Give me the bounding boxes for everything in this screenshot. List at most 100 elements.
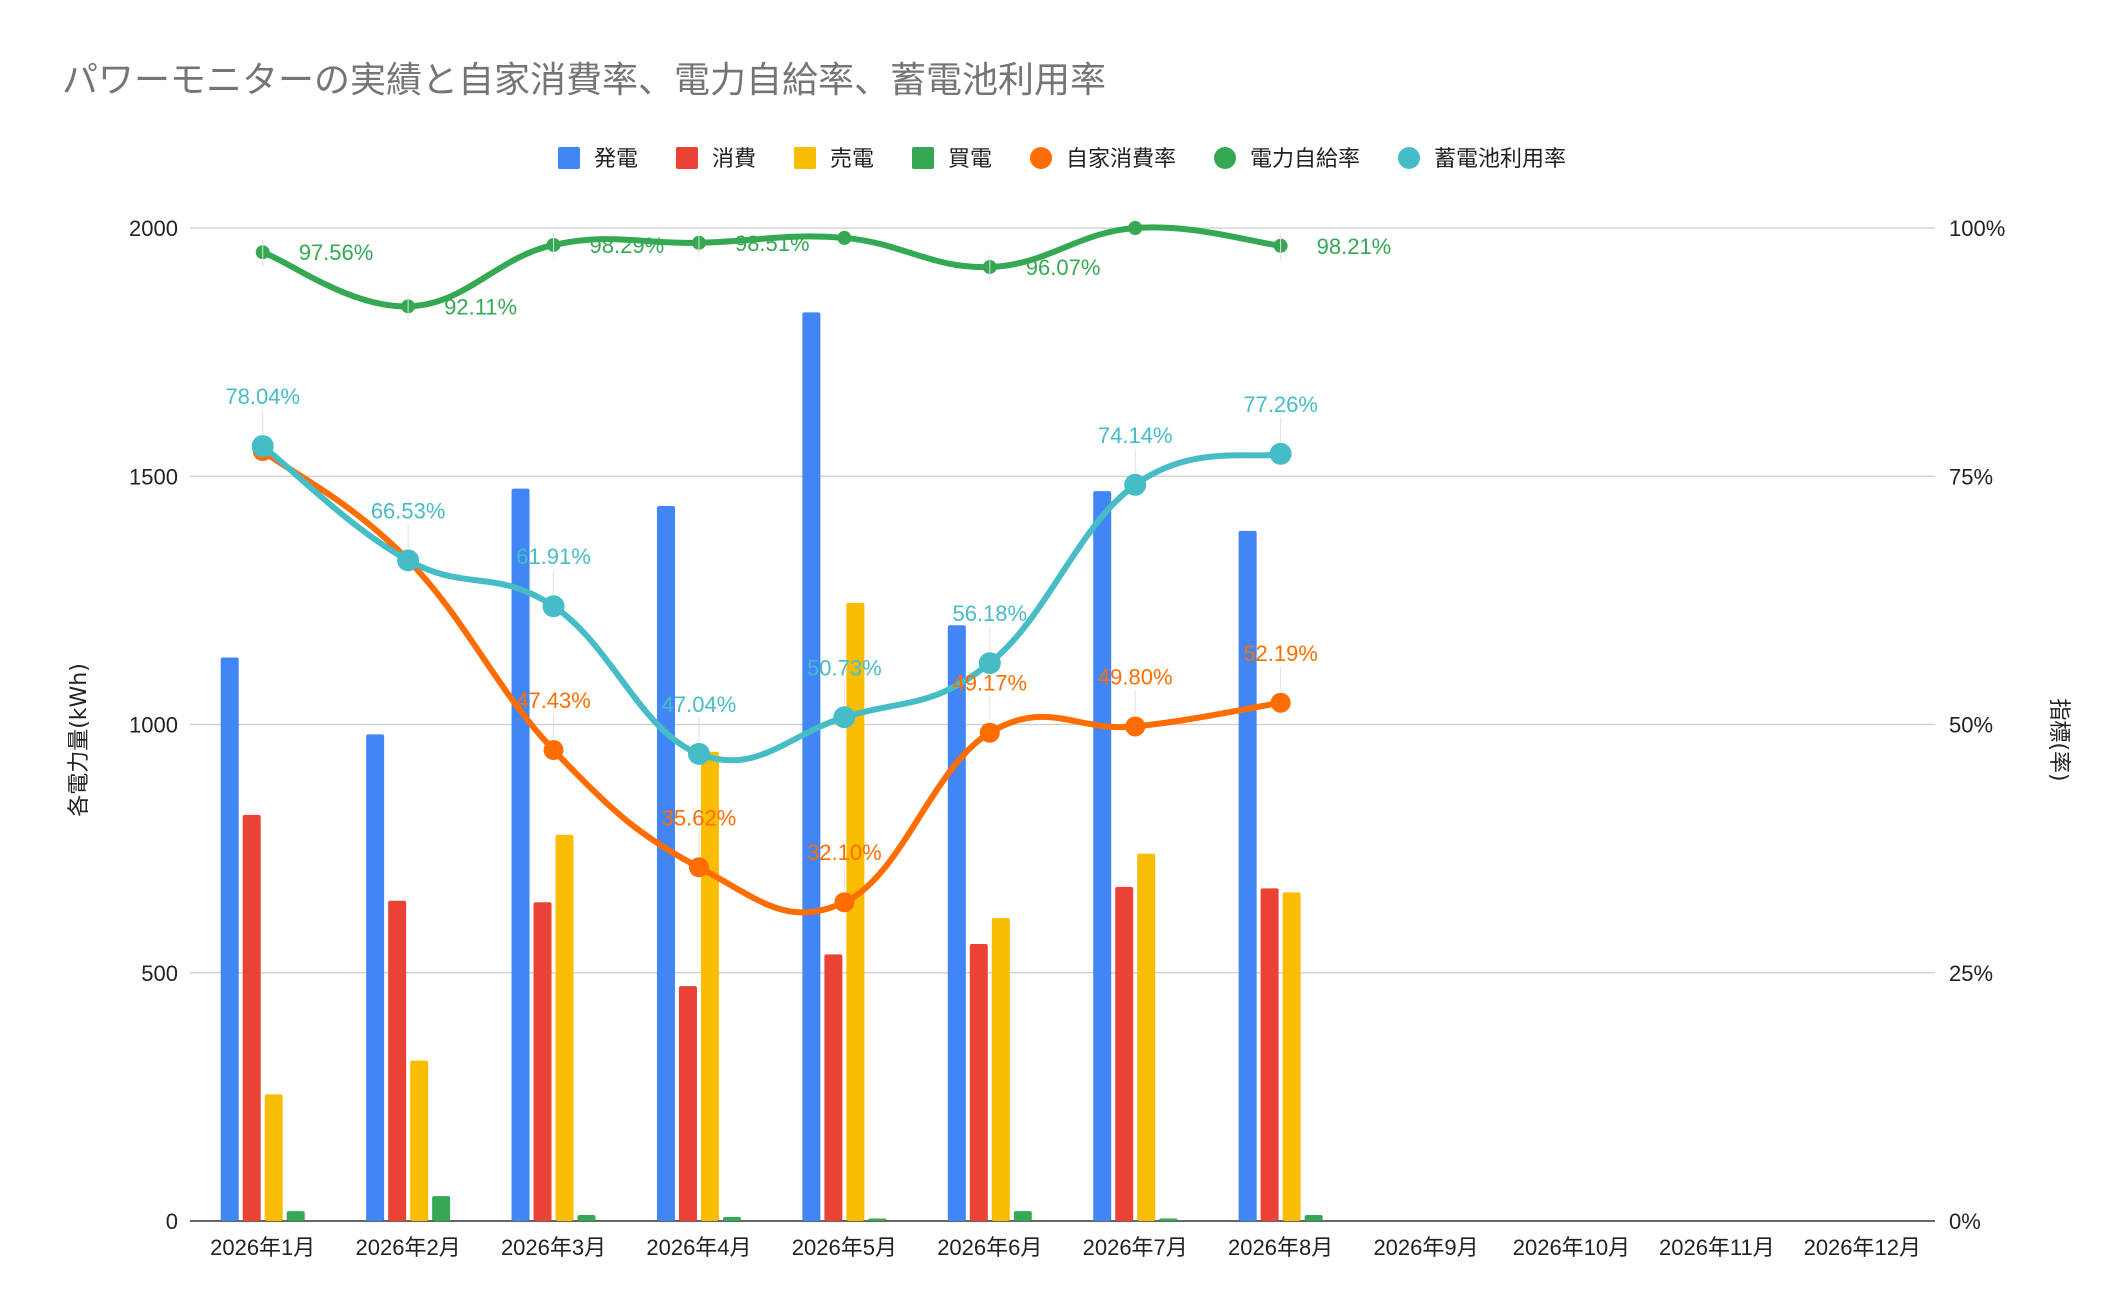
gridlines — [190, 227, 1935, 1222]
legend-label: 蓄電池利用率 — [1434, 147, 1566, 172]
bar — [802, 312, 821, 1221]
lines — [251, 221, 1292, 916]
data-label: 50.73% — [807, 655, 882, 680]
line-point — [687, 742, 710, 765]
y-tick-label: 2000 — [129, 216, 178, 241]
bar — [656, 506, 675, 1221]
bar — [969, 943, 988, 1221]
data-label: 77.26% — [1243, 392, 1318, 417]
y2-tick-label: 0% — [1949, 1209, 1981, 1234]
bar — [678, 986, 697, 1221]
line-point — [1270, 692, 1291, 713]
data-label: 47.04% — [662, 692, 737, 717]
legend-label: 発電 — [594, 147, 638, 172]
line-point — [251, 435, 274, 458]
bar — [577, 1215, 596, 1221]
x-tick-label: 2026年2月 — [356, 1235, 461, 1260]
x-tick-label: 2026年4月 — [646, 1235, 751, 1260]
bar — [824, 954, 843, 1221]
data-label: 98.21% — [1317, 234, 1392, 259]
bar — [1304, 1215, 1323, 1221]
y-tick-label: 500 — [141, 961, 178, 986]
legend-label: 売電 — [830, 147, 874, 172]
legend-swatch — [676, 147, 698, 169]
line-point — [833, 706, 856, 729]
series-line — [259, 224, 1284, 310]
bar — [947, 625, 966, 1221]
bar — [555, 834, 574, 1221]
bar — [1260, 888, 1279, 1221]
bar — [1115, 886, 1134, 1221]
legend-swatch — [1214, 147, 1236, 169]
x-tick-label: 2026年5月 — [792, 1235, 897, 1260]
line-point — [1269, 442, 1292, 465]
y-axis-title: 各電力量(kWh) — [67, 663, 92, 817]
line-point — [397, 549, 420, 572]
y2-tick-label: 75% — [1949, 464, 1993, 489]
bar — [1137, 853, 1156, 1221]
y-tick-label: 1000 — [129, 713, 178, 738]
bar — [722, 1217, 741, 1221]
bar — [846, 602, 865, 1221]
bar — [511, 488, 530, 1222]
line-point — [979, 722, 1000, 743]
bar — [264, 1094, 283, 1221]
series-line — [259, 448, 1284, 916]
bar — [220, 657, 239, 1221]
x-tick-label: 2026年10月 — [1513, 1235, 1630, 1260]
legend-swatch — [558, 147, 580, 169]
bar — [432, 1196, 451, 1221]
line-point — [1124, 473, 1147, 496]
x-tick-label: 2026年6月 — [937, 1235, 1042, 1260]
legend-label: 消費 — [712, 147, 756, 172]
x-tick-label: 2026年9月 — [1373, 1235, 1478, 1260]
x-tick-label: 2026年7月 — [1083, 1235, 1188, 1260]
x-tick-label: 2026年1月 — [210, 1235, 315, 1260]
legend: 発電 消費 売電 買電 自家消費率 電力自給率 蓄電池利用率 — [558, 147, 1566, 172]
bar — [1159, 1218, 1178, 1221]
legend-label: 自家消費率 — [1066, 147, 1176, 172]
line-point — [542, 595, 565, 618]
bar — [533, 902, 552, 1221]
bar — [388, 900, 407, 1221]
line-point — [1128, 221, 1143, 235]
data-label: 92.11% — [444, 294, 517, 319]
line-point — [688, 857, 709, 878]
bar — [991, 918, 1010, 1221]
data-label: 49.80% — [1098, 664, 1173, 689]
line-point — [834, 892, 855, 913]
bar — [1013, 1211, 1032, 1221]
x-axis-ticks: 2026年1月 2026年2月 2026年3月 2026年4月 2026年5月 2026年… — [210, 1235, 1921, 1260]
data-label: 74.14% — [1098, 423, 1173, 448]
legend-swatch — [1030, 147, 1052, 169]
bar — [366, 734, 385, 1221]
bars — [220, 312, 1323, 1222]
data-label: 47.43% — [516, 688, 591, 713]
x-tick-label: 2026年11月 — [1659, 1235, 1775, 1260]
y2-tick-label: 25% — [1949, 961, 1993, 986]
x-tick-label: 2026年8月 — [1228, 1235, 1333, 1260]
data-label: 52.19% — [1243, 641, 1318, 666]
bar — [1093, 491, 1112, 1221]
data-label: 32.10% — [807, 840, 882, 865]
data-label: 66.53% — [371, 498, 446, 523]
y2-axis-ticks: 0% 25% 50% 75% 100% — [1949, 216, 2005, 1234]
data-label: 61.91% — [516, 544, 591, 569]
bar — [1238, 530, 1257, 1221]
data-label: 98.29% — [590, 233, 665, 258]
legend-label: 買電 — [948, 147, 992, 172]
bar — [410, 1060, 429, 1221]
bar — [286, 1211, 305, 1221]
bar — [868, 1218, 887, 1221]
x-tick-label: 2026年3月 — [501, 1235, 606, 1260]
bar — [1282, 892, 1301, 1221]
line-point — [543, 740, 564, 761]
y-tick-label: 0 — [166, 1209, 178, 1234]
line-point — [1125, 716, 1146, 737]
line-point — [978, 652, 1001, 675]
y-tick-label: 1500 — [129, 464, 178, 489]
data-label: 96.07% — [1026, 255, 1101, 280]
data-label: 56.18% — [952, 601, 1027, 626]
line-point — [837, 230, 852, 245]
y2-tick-label: 100% — [1949, 216, 2005, 241]
